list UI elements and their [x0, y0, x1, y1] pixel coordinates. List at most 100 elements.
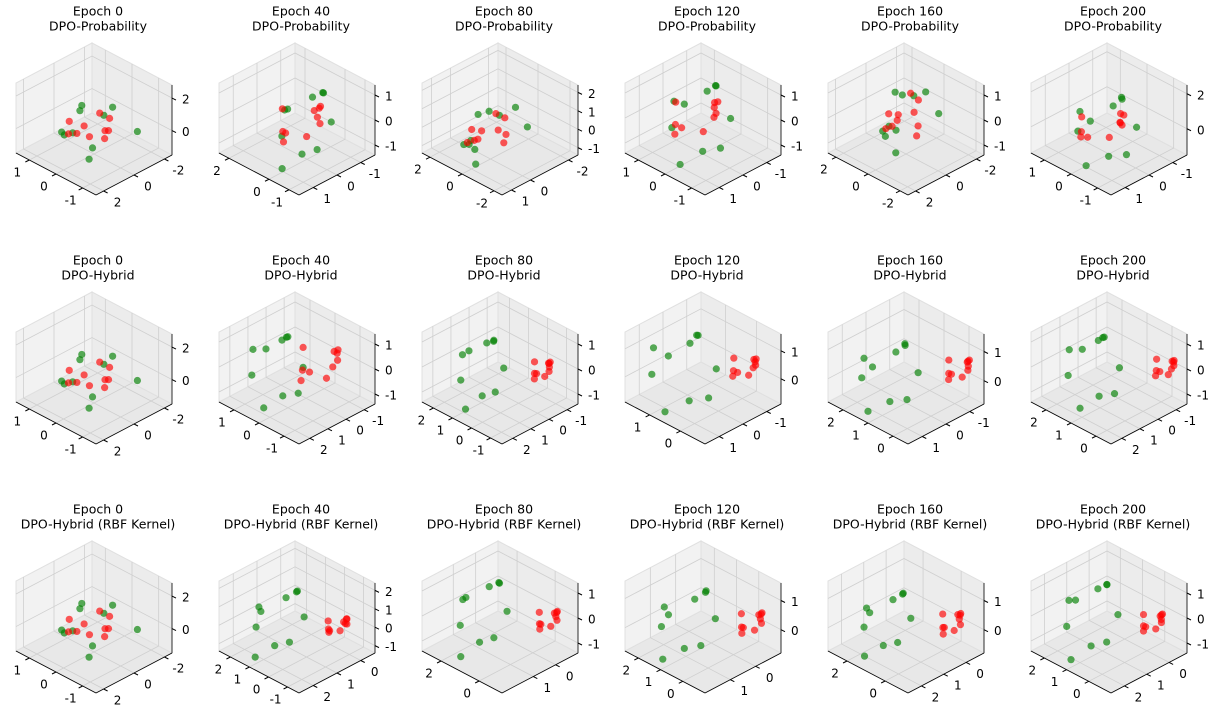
point: [940, 623, 948, 632]
point: [648, 370, 656, 378]
point: [1084, 133, 1092, 141]
y-grid-line: [885, 550, 967, 663]
subplot-title: Epoch 200: [1080, 502, 1146, 517]
point: [730, 354, 738, 362]
x-tick-label: 2: [215, 663, 223, 677]
x-grid-line: [1088, 571, 1166, 682]
point: [893, 116, 901, 124]
point: [308, 93, 317, 101]
y-grid-line: [468, 307, 550, 420]
y-axis-line: [298, 652, 376, 694]
point: [1117, 93, 1126, 101]
y-tick: [555, 664, 560, 668]
point: [935, 110, 943, 118]
y-tick-label: 1: [522, 195, 530, 209]
point: [282, 333, 291, 341]
y-grid-line: [1066, 562, 1147, 675]
subplot-subtitle: DPO-Probability: [1064, 19, 1163, 34]
point: [1063, 622, 1071, 630]
y-tick-label: 0: [956, 180, 964, 194]
y-tick-label: 2: [926, 196, 934, 210]
point: [750, 355, 758, 364]
point: [660, 603, 668, 611]
z-grid-line: [218, 547, 376, 591]
z-tick-label: 0: [791, 624, 799, 638]
z-tick-label: -1: [588, 389, 600, 403]
x-tick-label: 0: [446, 180, 454, 194]
y-tick: [965, 661, 971, 665]
x-tick-label: 2: [418, 414, 426, 428]
point: [490, 337, 498, 345]
x-tick: [78, 436, 83, 440]
x-tick: [895, 190, 901, 194]
z-tick: [374, 608, 380, 612]
point: [697, 641, 705, 650]
subplot-subtitle: DPO-Hybrid (RBF Kernel): [833, 517, 988, 532]
x-grid-line: [287, 577, 364, 688]
point: [500, 139, 508, 147]
x-tick-label: 1: [623, 166, 631, 180]
y-tick: [548, 418, 554, 422]
x-grid-line: [228, 48, 306, 159]
point: [262, 345, 270, 353]
point: [950, 626, 958, 635]
y-tick-label: 0: [541, 185, 549, 199]
y-tick: [719, 436, 724, 439]
point: [868, 363, 877, 371]
x-grid-line: [258, 313, 336, 424]
subplot-subtitle: DPO-Probability: [49, 19, 148, 34]
x-tick: [645, 414, 650, 418]
x-tick: [842, 660, 848, 664]
y-tick-label: 2: [114, 694, 122, 708]
y-grid-line: [841, 573, 922, 687]
y-tick: [742, 174, 748, 178]
point: [260, 404, 268, 412]
x-tick: [245, 666, 250, 670]
point: [501, 114, 509, 122]
point: [101, 376, 109, 384]
point: [1151, 372, 1160, 380]
point: [676, 160, 684, 169]
point: [462, 593, 470, 602]
x-tick-label: -1: [271, 195, 283, 209]
point: [671, 130, 679, 138]
point: [757, 610, 765, 618]
x-tick-label: -1: [674, 194, 686, 208]
x-grid-line: [82, 78, 160, 189]
point: [882, 125, 890, 133]
y-tick-label: 0: [559, 424, 567, 438]
y-tick: [943, 673, 948, 677]
subplot-subtitle: DPO-Probability: [658, 19, 757, 34]
subplot-subtitle: DPO-Probability: [252, 19, 351, 34]
x-tick: [880, 680, 886, 684]
point: [699, 147, 707, 155]
z-tick: [1186, 393, 1192, 397]
x-tick-label: 1: [1055, 429, 1063, 443]
x-tick-label: 1: [14, 166, 22, 180]
x-axis-line: [827, 401, 909, 445]
z-tick: [1186, 617, 1192, 621]
x-axis-line: [827, 650, 909, 694]
point: [503, 607, 511, 615]
subplot-subtitle: DPO-Hybrid (RBF Kernel): [427, 517, 582, 532]
z-tick: [1186, 343, 1192, 347]
z-grid-line: [1030, 51, 1188, 95]
z-tick-label: 0: [385, 364, 393, 378]
point: [58, 377, 66, 385]
point: [964, 357, 972, 365]
point: [1109, 102, 1117, 110]
z-tick: [1186, 642, 1192, 646]
point: [899, 589, 907, 597]
y-grid-line: [1059, 316, 1141, 430]
y-tick: [133, 174, 139, 178]
x-grid-line: [1070, 313, 1148, 424]
z-tick: [577, 91, 583, 95]
subplot-subtitle: DPO-Hybrid: [264, 268, 337, 283]
y-tick: [511, 189, 516, 193]
z-tick: [1186, 128, 1192, 132]
x-tick: [25, 657, 30, 661]
z-tick: [780, 94, 786, 98]
point: [133, 127, 141, 136]
z-tick-label: 0: [588, 613, 596, 627]
y-tick-label: 0: [144, 429, 152, 443]
